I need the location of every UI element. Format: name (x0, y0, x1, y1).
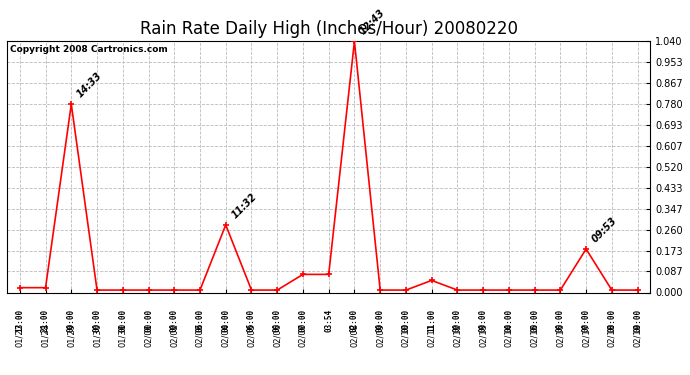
Text: 00:00: 00:00 (453, 309, 462, 332)
Title: Rain Rate Daily High (Inches/Hour) 20080220: Rain Rate Daily High (Inches/Hour) 20080… (139, 21, 518, 39)
Text: 00:00: 00:00 (504, 309, 513, 332)
Text: 00:00: 00:00 (144, 309, 153, 332)
Text: Copyright 2008 Cartronics.com: Copyright 2008 Cartronics.com (10, 45, 168, 54)
Text: 06:00: 06:00 (195, 309, 204, 332)
Text: 00:00: 00:00 (273, 309, 282, 332)
Text: 11:32: 11:32 (230, 191, 259, 220)
Text: 00:00: 00:00 (402, 309, 411, 332)
Text: 00:00: 00:00 (633, 309, 642, 332)
Text: 09:53: 09:53 (590, 215, 619, 244)
Text: 00:00: 00:00 (67, 309, 76, 332)
Text: 11:00: 11:00 (427, 309, 436, 332)
Text: 02:00: 02:00 (350, 309, 359, 332)
Text: 13:00: 13:00 (15, 309, 24, 332)
Text: 00:00: 00:00 (607, 309, 616, 332)
Text: 06:00: 06:00 (247, 309, 256, 332)
Text: 14:33: 14:33 (75, 70, 104, 99)
Text: 00:00: 00:00 (582, 309, 591, 332)
Text: 21:00: 21:00 (41, 309, 50, 332)
Text: 00:00: 00:00 (170, 309, 179, 332)
Text: 00:00: 00:00 (221, 309, 230, 332)
Text: 00:00: 00:00 (530, 309, 539, 332)
Text: 03:54: 03:54 (324, 309, 333, 332)
Text: 00:00: 00:00 (375, 309, 384, 332)
Text: 00:00: 00:00 (556, 309, 565, 332)
Text: 00:00: 00:00 (479, 309, 488, 332)
Text: 00:00: 00:00 (299, 309, 308, 332)
Text: 00:00: 00:00 (92, 309, 101, 332)
Text: 00:00: 00:00 (118, 309, 127, 332)
Text: 12:43: 12:43 (358, 8, 387, 37)
